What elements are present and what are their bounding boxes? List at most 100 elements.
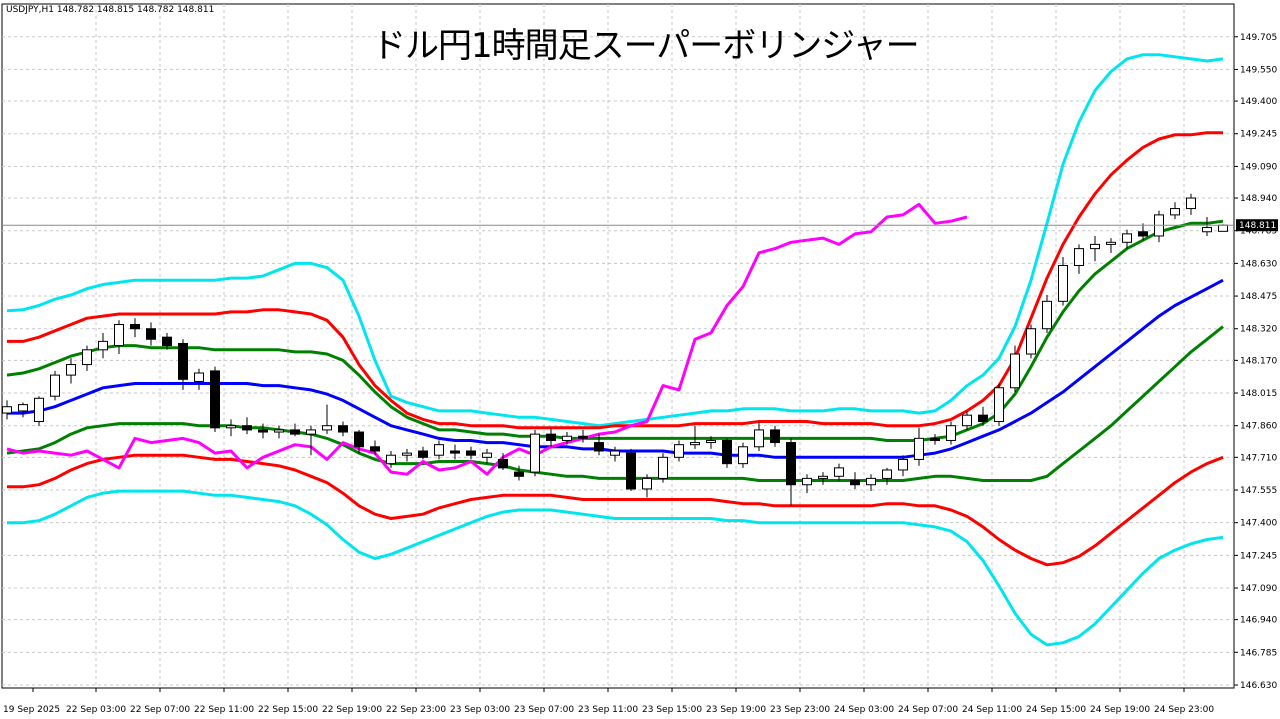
candle-body-down — [290, 429, 300, 435]
candle — [674, 440, 684, 462]
x-tick-label: 19 Sep 2025 — [3, 705, 60, 715]
candle — [514, 465, 524, 481]
x-tick-label: 24 Sep 19:00 — [1090, 705, 1150, 715]
candle-body-up — [1170, 208, 1180, 216]
candle-body-up — [706, 439, 716, 444]
candle-body-up — [50, 374, 60, 397]
candle — [546, 427, 556, 447]
candle — [226, 419, 236, 437]
candle-body-down — [242, 425, 252, 431]
candle — [1186, 193, 1196, 215]
candle — [18, 402, 28, 418]
candle-body-up — [818, 475, 828, 479]
x-tick-label: 24 Sep 23:00 — [1154, 705, 1214, 715]
candle-body-up — [1058, 264, 1068, 302]
candle — [258, 423, 268, 439]
ohlc-readout: 148.782 148.815 148.782 148.811 — [56, 5, 215, 15]
candle — [370, 440, 380, 456]
candle-body-down — [130, 324, 140, 330]
y-tick-label: 149.400 — [1240, 97, 1277, 107]
y-tick-label: 149.550 — [1240, 65, 1277, 75]
x-tick-label: 22 Sep 15:00 — [258, 705, 318, 715]
x-tick-label: 24 Sep 15:00 — [1026, 705, 1086, 715]
y-tick-label: 149.705 — [1240, 33, 1277, 43]
candle-body-down — [514, 471, 524, 477]
candle — [1026, 324, 1036, 359]
candle-body-up — [194, 372, 204, 382]
x-tick-label: 22 Sep 03:00 — [66, 705, 126, 715]
candle-body-up — [530, 433, 540, 473]
candle — [882, 467, 892, 485]
candle-body-up — [642, 477, 652, 490]
candle-body-down — [162, 336, 172, 347]
candle-body-up — [1026, 328, 1036, 355]
candle — [194, 368, 204, 390]
candle — [482, 448, 492, 464]
time-axis[interactable]: 19 Sep 2025 22 Sep 03:00 22 Sep 07:00 22 Se… — [3, 688, 1214, 715]
candle — [146, 322, 156, 346]
candle — [1122, 229, 1132, 249]
candle-body-up — [946, 425, 956, 441]
band-line-5 — [7, 453, 1224, 567]
x-tick-label: 23 Sep 07:00 — [514, 705, 574, 715]
candle — [626, 448, 636, 492]
candle — [578, 429, 588, 443]
candle-body-up — [1186, 197, 1196, 210]
candle — [834, 463, 844, 481]
x-tick-label: 23 Sep 03:00 — [450, 705, 510, 715]
candle — [786, 438, 796, 506]
y-tick-label: 146.630 — [1240, 681, 1277, 691]
candle — [386, 451, 396, 468]
candle — [914, 427, 924, 466]
candle-body-up — [434, 444, 444, 456]
candle-body-up — [274, 429, 284, 433]
candle — [210, 366, 220, 433]
candle-body-up — [34, 397, 44, 422]
candle-body-up — [994, 387, 1004, 422]
candle — [1010, 345, 1020, 392]
candle — [50, 370, 60, 401]
band-line-1 — [7, 131, 1223, 430]
candle — [930, 434, 940, 445]
candle — [274, 425, 284, 439]
candle — [978, 406, 988, 426]
candle — [162, 332, 172, 350]
candle — [738, 442, 748, 468]
candle — [946, 421, 956, 445]
candle-body-up — [1218, 224, 1228, 232]
candle-body-down — [594, 442, 604, 452]
price-axis[interactable]: 149.705 149.550 149.400 149.245 149.090 148.9… — [1234, 33, 1277, 691]
candle — [130, 318, 140, 338]
candle — [338, 421, 348, 437]
x-tick-label: 23 Sep 23:00 — [770, 705, 830, 715]
x-tick-label: 24 Sep 03:00 — [834, 705, 894, 715]
candle — [34, 396, 44, 426]
chart-title: ドル円1時間足スーパーボリンジャー — [372, 26, 920, 66]
y-tick-label: 147.555 — [1240, 486, 1277, 496]
candle-body-down — [770, 429, 780, 444]
candle — [706, 436, 716, 449]
y-tick-label: 148.475 — [1240, 292, 1277, 302]
candle-body-up — [834, 467, 844, 477]
y-tick-label: 149.090 — [1240, 162, 1277, 172]
candle — [1138, 223, 1148, 241]
chart-header: USDJPY,H1 148.782 148.815 148.782 148.81… — [6, 5, 214, 15]
candle-body-up — [386, 454, 396, 465]
candle-body-down — [546, 433, 556, 441]
candle-body-up — [802, 477, 812, 486]
candle-body-up — [1074, 248, 1084, 266]
candle — [818, 472, 828, 485]
candle-body-up — [690, 442, 700, 446]
candle — [402, 448, 412, 462]
band-line-2 — [6, 219, 1224, 442]
candle — [642, 474, 652, 498]
candle — [1106, 238, 1116, 253]
candle-body-up — [18, 404, 28, 412]
candle — [114, 320, 124, 355]
candle — [434, 440, 444, 460]
candle — [802, 474, 812, 494]
candle-body-down — [354, 431, 364, 448]
candle — [178, 339, 188, 390]
candle-body-up — [1202, 227, 1212, 233]
